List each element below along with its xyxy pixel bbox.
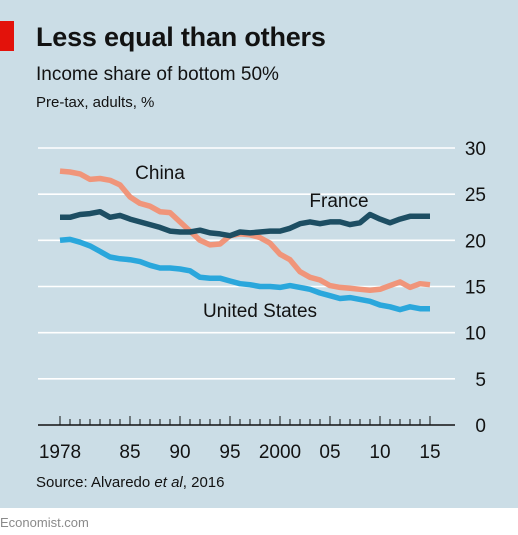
x-tick-label: 1978 — [39, 442, 81, 463]
chart-subtitle: Income share of bottom 50% — [36, 64, 279, 85]
series-label-united-states: United States — [203, 301, 317, 322]
y-tick-label: 10 — [465, 324, 486, 345]
series-lines — [59, 168, 431, 313]
x-tick-label: 90 — [169, 442, 190, 463]
y-axis-ticks: 0 5 10 15 20 25 30 — [465, 139, 486, 437]
footer-credit: Economist.com — [0, 515, 89, 530]
x-axis-ticks: 1978 85 90 95 2000 05 10 15 — [39, 416, 441, 463]
y-tick-label: 20 — [465, 231, 486, 252]
chart-title: Less equal than others — [36, 22, 326, 52]
series-line-france — [60, 208, 430, 239]
brand-red-tab — [0, 21, 14, 51]
chart-panel — [0, 0, 518, 508]
series-line-united-states — [59, 236, 430, 313]
y-tick-label: 0 — [475, 416, 486, 437]
series-label-china: China — [135, 163, 185, 184]
source-italic: et al — [154, 474, 183, 491]
chart-unit: Pre-tax, adults, % — [36, 94, 155, 111]
source-prefix: Source: Alvaredo — [36, 474, 155, 491]
x-tick-label: 15 — [419, 442, 440, 463]
y-tick-label: 30 — [465, 139, 486, 160]
y-tick-label: 15 — [465, 278, 486, 299]
y-tick-label: 25 — [465, 185, 486, 206]
x-tick-label: 05 — [319, 442, 340, 463]
x-tick-label: 85 — [119, 442, 140, 463]
y-tick-label: 5 — [475, 370, 486, 391]
x-tick-label: 10 — [369, 442, 390, 463]
source-suffix: , 2016 — [182, 474, 225, 491]
x-tick-label: 2000 — [259, 442, 301, 463]
series-label-france: France — [309, 191, 368, 212]
x-tick-label: 95 — [219, 442, 240, 463]
series-labels: China France United States — [135, 163, 368, 322]
source-note: Source: Alvaredo et al, 2016 — [36, 474, 224, 491]
